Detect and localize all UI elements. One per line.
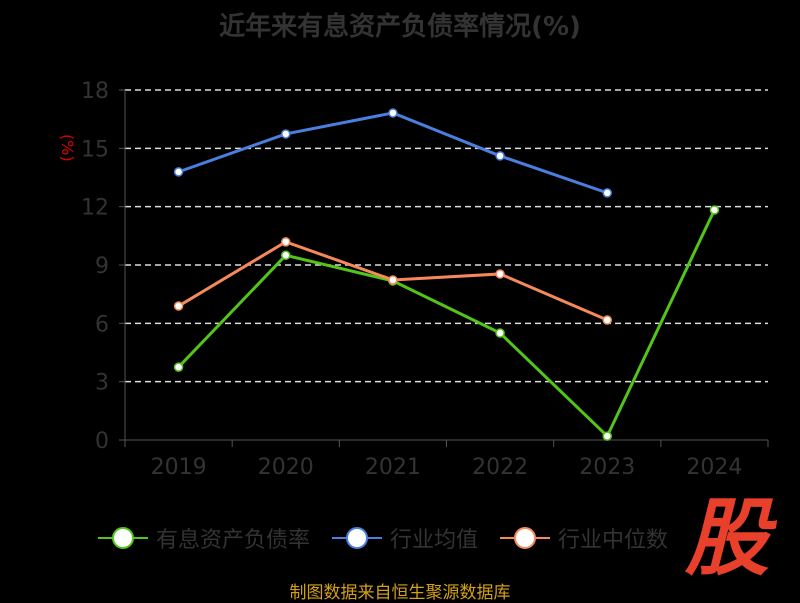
x-tick-label: 2021 bbox=[365, 455, 421, 480]
y-tick-label: 6 bbox=[95, 312, 109, 337]
legend-label: 行业中位数 bbox=[558, 528, 669, 553]
y-tick-label: 12 bbox=[81, 196, 109, 221]
legend-item-industry-mean[interactable]: 行业均值 bbox=[332, 522, 478, 554]
y-tick-label: 15 bbox=[81, 137, 109, 162]
data-point bbox=[388, 275, 398, 285]
y-axis-label: (%) bbox=[58, 134, 77, 162]
data-point bbox=[495, 269, 505, 279]
y-tick-label: 0 bbox=[95, 429, 109, 454]
legend-item-industry-median[interactable]: 行业中位数 bbox=[500, 522, 668, 554]
data-point bbox=[709, 205, 720, 215]
x-tick-label: 2019 bbox=[151, 455, 207, 480]
data-point bbox=[281, 129, 291, 139]
data-point bbox=[388, 108, 398, 118]
y-tick-label: 3 bbox=[95, 371, 109, 396]
x-tick-label: 2023 bbox=[579, 455, 635, 480]
legend-marker-icon bbox=[332, 527, 383, 549]
legend-label: 行业均值 bbox=[390, 528, 479, 553]
legend-marker-icon bbox=[500, 527, 551, 549]
legend-label: 有息资产负债率 bbox=[156, 528, 311, 553]
data-point bbox=[173, 362, 184, 372]
data-point bbox=[602, 315, 612, 325]
data-source: 制图数据来自恒生聚源数据库 bbox=[289, 583, 511, 603]
data-point bbox=[495, 151, 505, 161]
watermark-logo: 股 bbox=[685, 489, 770, 587]
legend: 有息资产负债率 行业均值 行业中位数 bbox=[98, 522, 690, 554]
data-point bbox=[602, 431, 612, 441]
data-point bbox=[495, 328, 505, 338]
y-tick-label: 9 bbox=[95, 254, 109, 279]
data-point bbox=[281, 237, 291, 247]
chart-title: 近年来有息资产负债率情况(%) bbox=[219, 12, 581, 42]
data-point bbox=[602, 188, 612, 198]
data-point bbox=[281, 250, 291, 261]
series-line-0 bbox=[177, 209, 716, 439]
legend-marker-icon bbox=[98, 527, 148, 549]
legend-item-debt-ratio[interactable]: 有息资产负债率 bbox=[98, 522, 310, 554]
series-line-1 bbox=[178, 111, 608, 195]
data-point bbox=[173, 301, 184, 311]
x-tick-label: 2022 bbox=[472, 455, 528, 480]
x-tick-label: 2024 bbox=[686, 455, 742, 480]
data-point bbox=[173, 167, 184, 177]
y-tick-label: 18 bbox=[81, 79, 109, 104]
x-tick-label: 2020 bbox=[258, 455, 314, 480]
